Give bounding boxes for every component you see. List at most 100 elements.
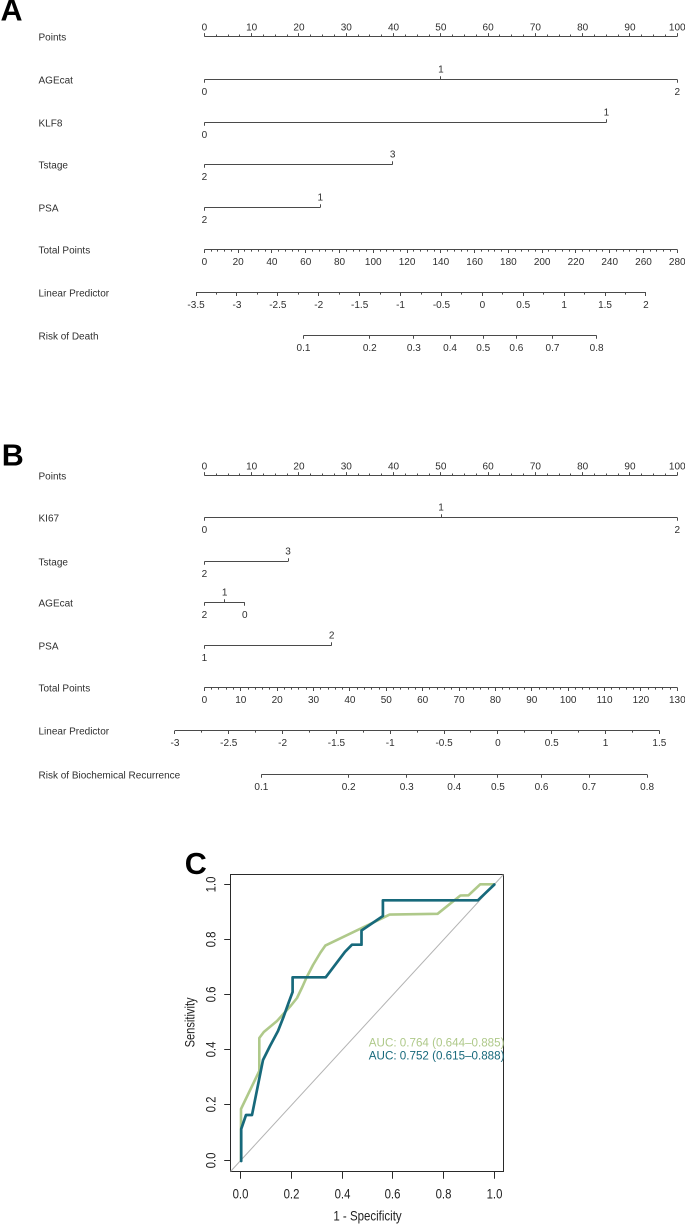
svg-text:130: 130 <box>669 695 685 706</box>
svg-text:0.5: 0.5 <box>545 738 559 749</box>
svg-text:-2.5: -2.5 <box>269 300 287 311</box>
svg-text:0.7: 0.7 <box>582 782 596 793</box>
svg-text:90: 90 <box>526 695 538 706</box>
svg-text:20: 20 <box>233 257 245 268</box>
svg-text:0: 0 <box>242 610 248 621</box>
svg-text:Risk of Biochemical Recurrence: Risk of Biochemical Recurrence <box>39 771 181 782</box>
svg-text:0.0: 0.0 <box>233 1187 249 1203</box>
svg-text:0: 0 <box>202 87 208 98</box>
svg-text:50: 50 <box>435 23 447 34</box>
svg-text:0.6: 0.6 <box>203 987 219 1003</box>
svg-text:1: 1 <box>438 65 444 76</box>
svg-text:0.4: 0.4 <box>335 1187 351 1203</box>
svg-text:0.6: 0.6 <box>509 343 523 354</box>
svg-text:0.3: 0.3 <box>400 782 414 793</box>
svg-text:A: A <box>1 0 23 28</box>
svg-text:0.2: 0.2 <box>342 782 356 793</box>
svg-text:40: 40 <box>266 257 278 268</box>
svg-text:40: 40 <box>344 695 356 706</box>
svg-text:-1: -1 <box>396 300 405 311</box>
svg-text:10: 10 <box>246 462 258 473</box>
svg-text:120: 120 <box>399 257 416 268</box>
svg-text:2: 2 <box>202 215 208 226</box>
svg-text:50: 50 <box>435 462 447 473</box>
svg-text:110: 110 <box>597 695 613 706</box>
svg-text:3: 3 <box>390 150 396 161</box>
svg-text:Tstage: Tstage <box>39 558 69 569</box>
svg-text:80: 80 <box>490 695 502 706</box>
svg-text:0.6: 0.6 <box>535 782 549 793</box>
svg-text:0: 0 <box>202 462 208 473</box>
svg-text:80: 80 <box>577 462 589 473</box>
svg-text:1: 1 <box>202 653 208 664</box>
svg-text:2: 2 <box>202 610 208 621</box>
svg-text:-0.5: -0.5 <box>435 738 453 749</box>
svg-text:60: 60 <box>417 695 429 706</box>
svg-text:30: 30 <box>308 695 320 706</box>
svg-text:180: 180 <box>500 257 517 268</box>
svg-text:B: B <box>2 439 24 473</box>
svg-text:0: 0 <box>202 23 208 34</box>
svg-text:-1: -1 <box>386 738 395 749</box>
svg-text:0.5: 0.5 <box>516 300 530 311</box>
svg-text:0.3: 0.3 <box>407 343 421 354</box>
svg-text:0.5: 0.5 <box>491 782 505 793</box>
svg-text:Linear Predictor: Linear Predictor <box>39 289 110 300</box>
svg-text:70: 70 <box>453 695 465 706</box>
svg-text:-1.5: -1.5 <box>328 738 346 749</box>
svg-text:240: 240 <box>601 257 618 268</box>
svg-text:1.0: 1.0 <box>203 877 219 893</box>
svg-text:1: 1 <box>438 503 444 514</box>
svg-text:160: 160 <box>466 257 483 268</box>
svg-text:90: 90 <box>624 23 636 34</box>
svg-text:2: 2 <box>643 300 649 311</box>
svg-text:20: 20 <box>293 23 305 34</box>
svg-text:2: 2 <box>202 569 208 580</box>
svg-text:0.8: 0.8 <box>590 343 604 354</box>
svg-text:10: 10 <box>235 695 247 706</box>
svg-text:Total Points: Total Points <box>39 684 91 695</box>
svg-text:120: 120 <box>633 695 650 706</box>
svg-text:1: 1 <box>222 588 228 599</box>
svg-text:1.5: 1.5 <box>598 300 612 311</box>
svg-text:60: 60 <box>483 462 495 473</box>
svg-text:0.4: 0.4 <box>443 343 457 354</box>
svg-text:0: 0 <box>202 695 208 706</box>
svg-text:-2: -2 <box>278 738 287 749</box>
svg-text:-3: -3 <box>170 738 179 749</box>
svg-text:60: 60 <box>483 23 495 34</box>
svg-text:0: 0 <box>202 257 208 268</box>
svg-text:280: 280 <box>669 257 685 268</box>
svg-text:70: 70 <box>530 462 542 473</box>
svg-text:140: 140 <box>432 257 449 268</box>
svg-text:0.1: 0.1 <box>254 782 268 793</box>
svg-text:0.6: 0.6 <box>385 1187 401 1203</box>
svg-text:0.8: 0.8 <box>640 782 654 793</box>
svg-text:Points: Points <box>39 472 67 483</box>
svg-text:0.2: 0.2 <box>363 343 377 354</box>
svg-text:0.4: 0.4 <box>203 1042 219 1058</box>
svg-text:1 - Specificity: 1 - Specificity <box>333 1208 401 1223</box>
svg-text:100: 100 <box>365 257 382 268</box>
svg-text:0.2: 0.2 <box>203 1097 219 1113</box>
svg-text:2: 2 <box>675 87 681 98</box>
svg-text:1: 1 <box>603 738 609 749</box>
svg-text:40: 40 <box>388 23 400 34</box>
svg-text:0.8: 0.8 <box>203 932 219 948</box>
svg-text:220: 220 <box>568 257 585 268</box>
svg-text:1: 1 <box>604 108 610 119</box>
svg-text:0: 0 <box>495 738 501 749</box>
svg-text:AUC: 0.764 (0.644–0.885): AUC: 0.764 (0.644–0.885) <box>369 1037 505 1049</box>
svg-text:30: 30 <box>341 462 353 473</box>
svg-text:C: C <box>185 847 207 881</box>
svg-text:1: 1 <box>561 300 567 311</box>
svg-text:10: 10 <box>246 23 258 34</box>
svg-text:100: 100 <box>669 23 685 34</box>
svg-text:0.2: 0.2 <box>284 1187 300 1203</box>
svg-text:20: 20 <box>293 462 305 473</box>
svg-text:30: 30 <box>341 23 353 34</box>
svg-text:80: 80 <box>577 23 589 34</box>
svg-text:40: 40 <box>388 462 400 473</box>
svg-text:AGEcat: AGEcat <box>39 599 74 610</box>
svg-text:260: 260 <box>635 257 652 268</box>
